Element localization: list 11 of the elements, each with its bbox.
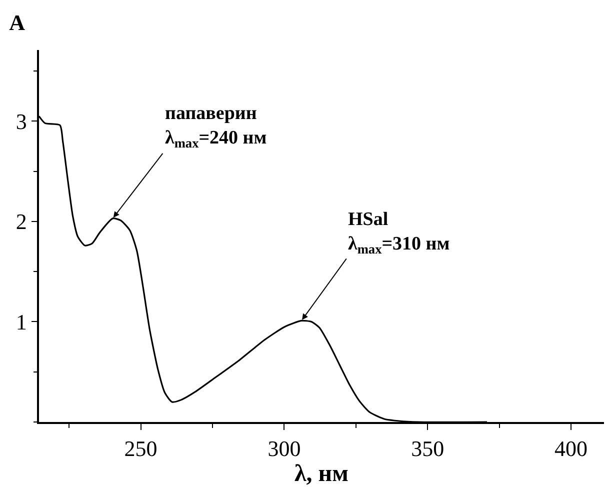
x-tick-label: 300 xyxy=(268,436,301,462)
x-tick-label: 400 xyxy=(554,436,588,462)
x-axis-title: λ, нм xyxy=(294,461,348,487)
y-tick-label: 2 xyxy=(16,209,27,234)
y-tick-label: 1 xyxy=(16,309,27,334)
annotation: папаверин λ$_{max}$=240 нм xyxy=(165,103,267,151)
x-tick-label: 350 xyxy=(411,436,444,462)
x-tick-label: 250 xyxy=(124,436,158,462)
chart-title: A xyxy=(9,10,26,36)
annotation: HSal λ$_{max}$=310 нм xyxy=(348,209,450,257)
y-tick-label: 3 xyxy=(16,108,27,134)
